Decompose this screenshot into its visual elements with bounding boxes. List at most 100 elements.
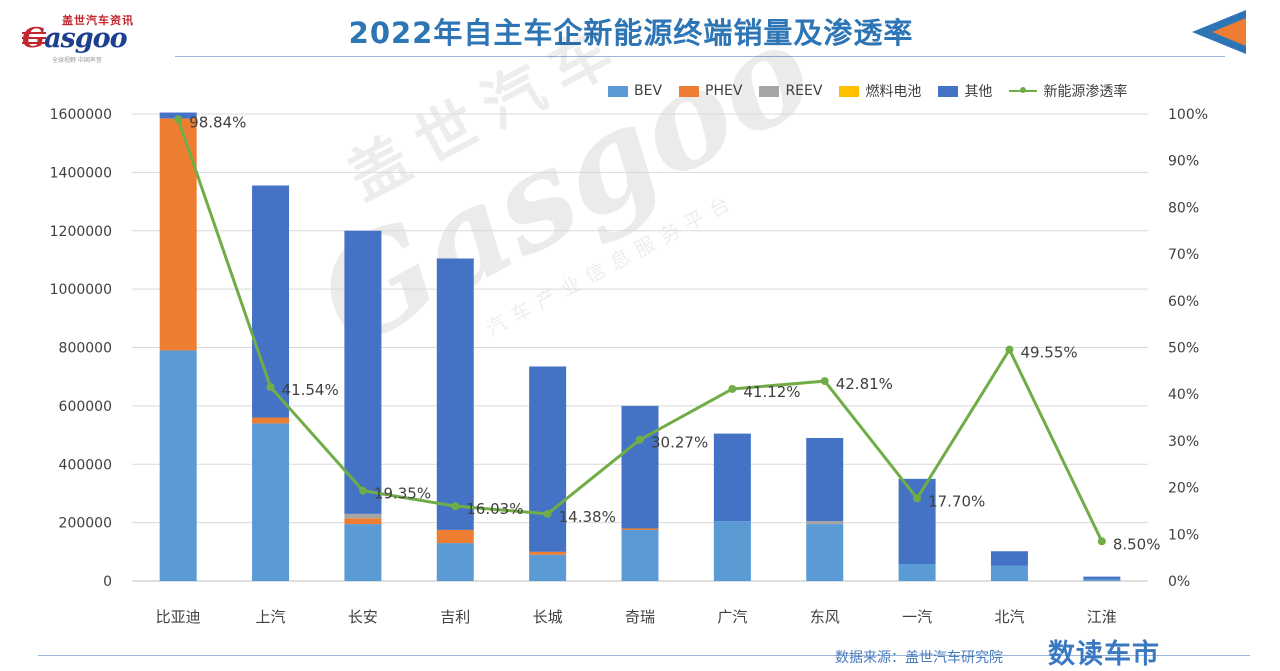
chart-legend: BEV PHEV REEV 燃料电池 其他 新能源渗透率 [608, 80, 1127, 102]
line-data-label: 17.70% [928, 492, 985, 510]
y-tick-label: 1600000 [50, 107, 112, 123]
x-tick-label: 一汽 [902, 608, 932, 626]
y2-tick-label: 100% [1168, 107, 1208, 123]
bar-segment [529, 554, 567, 581]
bar-segment [252, 185, 290, 418]
legend-swatch-other [938, 85, 959, 97]
legend-label-bev: BEV [634, 83, 663, 99]
line-data-label: 49.55% [1020, 344, 1077, 362]
logo-en-text: Gasgoo [22, 23, 128, 54]
bar-segment [621, 528, 659, 530]
gasgoo-logo: 盖世汽车资讯 Gasgoo 全球视野 中国声音 [22, 10, 152, 64]
bar-segment [990, 565, 1028, 581]
x-tick-label: 长安 [348, 608, 378, 626]
legend-item-other: 其他 [938, 81, 992, 101]
y-tick-label: 200000 [59, 516, 112, 532]
y-tick-label: 1200000 [50, 224, 112, 240]
legend-swatch-reev [759, 85, 780, 97]
data-source: 数据来源：盖世汽车研究院 [835, 650, 1003, 666]
x-tick-label: 上汽 [256, 608, 286, 626]
legend-line-penetration [1009, 87, 1038, 93]
bar-segment [713, 521, 751, 581]
line-data-label: 42.81% [836, 375, 893, 393]
logo-en-prefix: G [22, 23, 45, 54]
bar-segment [806, 521, 844, 525]
line-point [913, 494, 922, 503]
footer-divider [38, 655, 1250, 656]
x-tick-label: 北汽 [994, 608, 1024, 626]
y2-tick-label: 70% [1168, 247, 1199, 263]
bar-segment [252, 417, 290, 424]
line-data-label: 14.38% [559, 508, 616, 526]
bar-segment [252, 423, 290, 581]
y2-tick-label: 0% [1168, 574, 1190, 590]
legend-label-reev: REEV [785, 83, 823, 99]
line-data-label: 41.54% [282, 381, 339, 399]
y-tick-label: 800000 [59, 341, 112, 357]
legend-item-bev: BEV [608, 83, 662, 99]
line-point [1097, 537, 1106, 546]
line-point [1005, 345, 1014, 354]
bar-segment [1083, 576, 1121, 579]
bar-segment [621, 529, 659, 581]
line-point [728, 384, 737, 393]
bar-segment [436, 258, 474, 530]
bar-segment [1083, 578, 1121, 581]
line-data-label: 19.35% [374, 485, 431, 503]
legend-swatch-bev [608, 85, 628, 97]
legend-item-penetration: 新能源渗透率 [1009, 81, 1127, 101]
line-point [358, 486, 367, 495]
legend-item-phev: PHEV [679, 83, 742, 99]
y-tick-label: 400000 [59, 457, 112, 473]
y-tick-label: 600000 [59, 399, 112, 415]
logo-tagline: 全球视野 中国声音 [52, 57, 102, 64]
legend-label-penetration: 新能源渗透率 [1043, 84, 1128, 100]
y2-tick-label: 10% [1168, 527, 1199, 543]
y2-tick-label: 90% [1168, 154, 1199, 170]
line-point [636, 435, 644, 444]
bar-segment [806, 524, 844, 581]
y2-tick-label: 50% [1168, 341, 1199, 357]
back-arrow-icon [1192, 10, 1246, 54]
logo-en-rest: asgoo [44, 23, 128, 54]
y2-tick-label: 20% [1168, 481, 1199, 497]
brand-mark: 数读车市 [1048, 639, 1160, 670]
line-data-label: 30.27% [651, 434, 708, 452]
x-tick-label: 江淮 [1087, 608, 1117, 626]
bar-segment [529, 366, 567, 552]
y-tick-label: 1400000 [50, 165, 112, 181]
y-tick-label: 1000000 [50, 282, 112, 298]
legend-swatch-fuel-cell [839, 85, 860, 97]
bar-segment [344, 524, 382, 581]
bar-segment [436, 529, 474, 544]
bar-segment [898, 478, 936, 565]
x-tick-label: 吉利 [440, 608, 470, 626]
x-tick-label: 广汽 [717, 608, 747, 626]
page-title: 2022年自主车企新能源终端销量及渗透率 [348, 16, 914, 50]
bar-segment [898, 564, 936, 581]
y-tick-label: 0 [103, 574, 112, 590]
x-tick-label: 长城 [533, 608, 563, 626]
line-point [820, 377, 829, 386]
bar-segment [621, 405, 659, 529]
y2-tick-label: 40% [1168, 387, 1199, 403]
line-data-label: 16.03% [466, 500, 523, 518]
bar-segment [529, 551, 567, 555]
line-point [266, 383, 275, 392]
y2-tick-label: 60% [1168, 294, 1199, 310]
line-data-label: 41.12% [743, 383, 800, 401]
title-divider [175, 56, 1225, 57]
line-data-label: 98.84% [189, 113, 246, 131]
line-point [543, 509, 552, 518]
bar-segment [436, 543, 474, 581]
bar-segment [344, 230, 382, 514]
x-tick-label: 比亚迪 [156, 608, 201, 626]
x-tick-label: 东风 [810, 608, 840, 626]
bar-segment [159, 350, 197, 581]
bar-segment [806, 437, 844, 522]
bar-segment [990, 551, 1028, 566]
legend-label-other: 其他 [964, 84, 993, 100]
logo-cn-text: 盖世汽车资讯 [62, 14, 134, 27]
